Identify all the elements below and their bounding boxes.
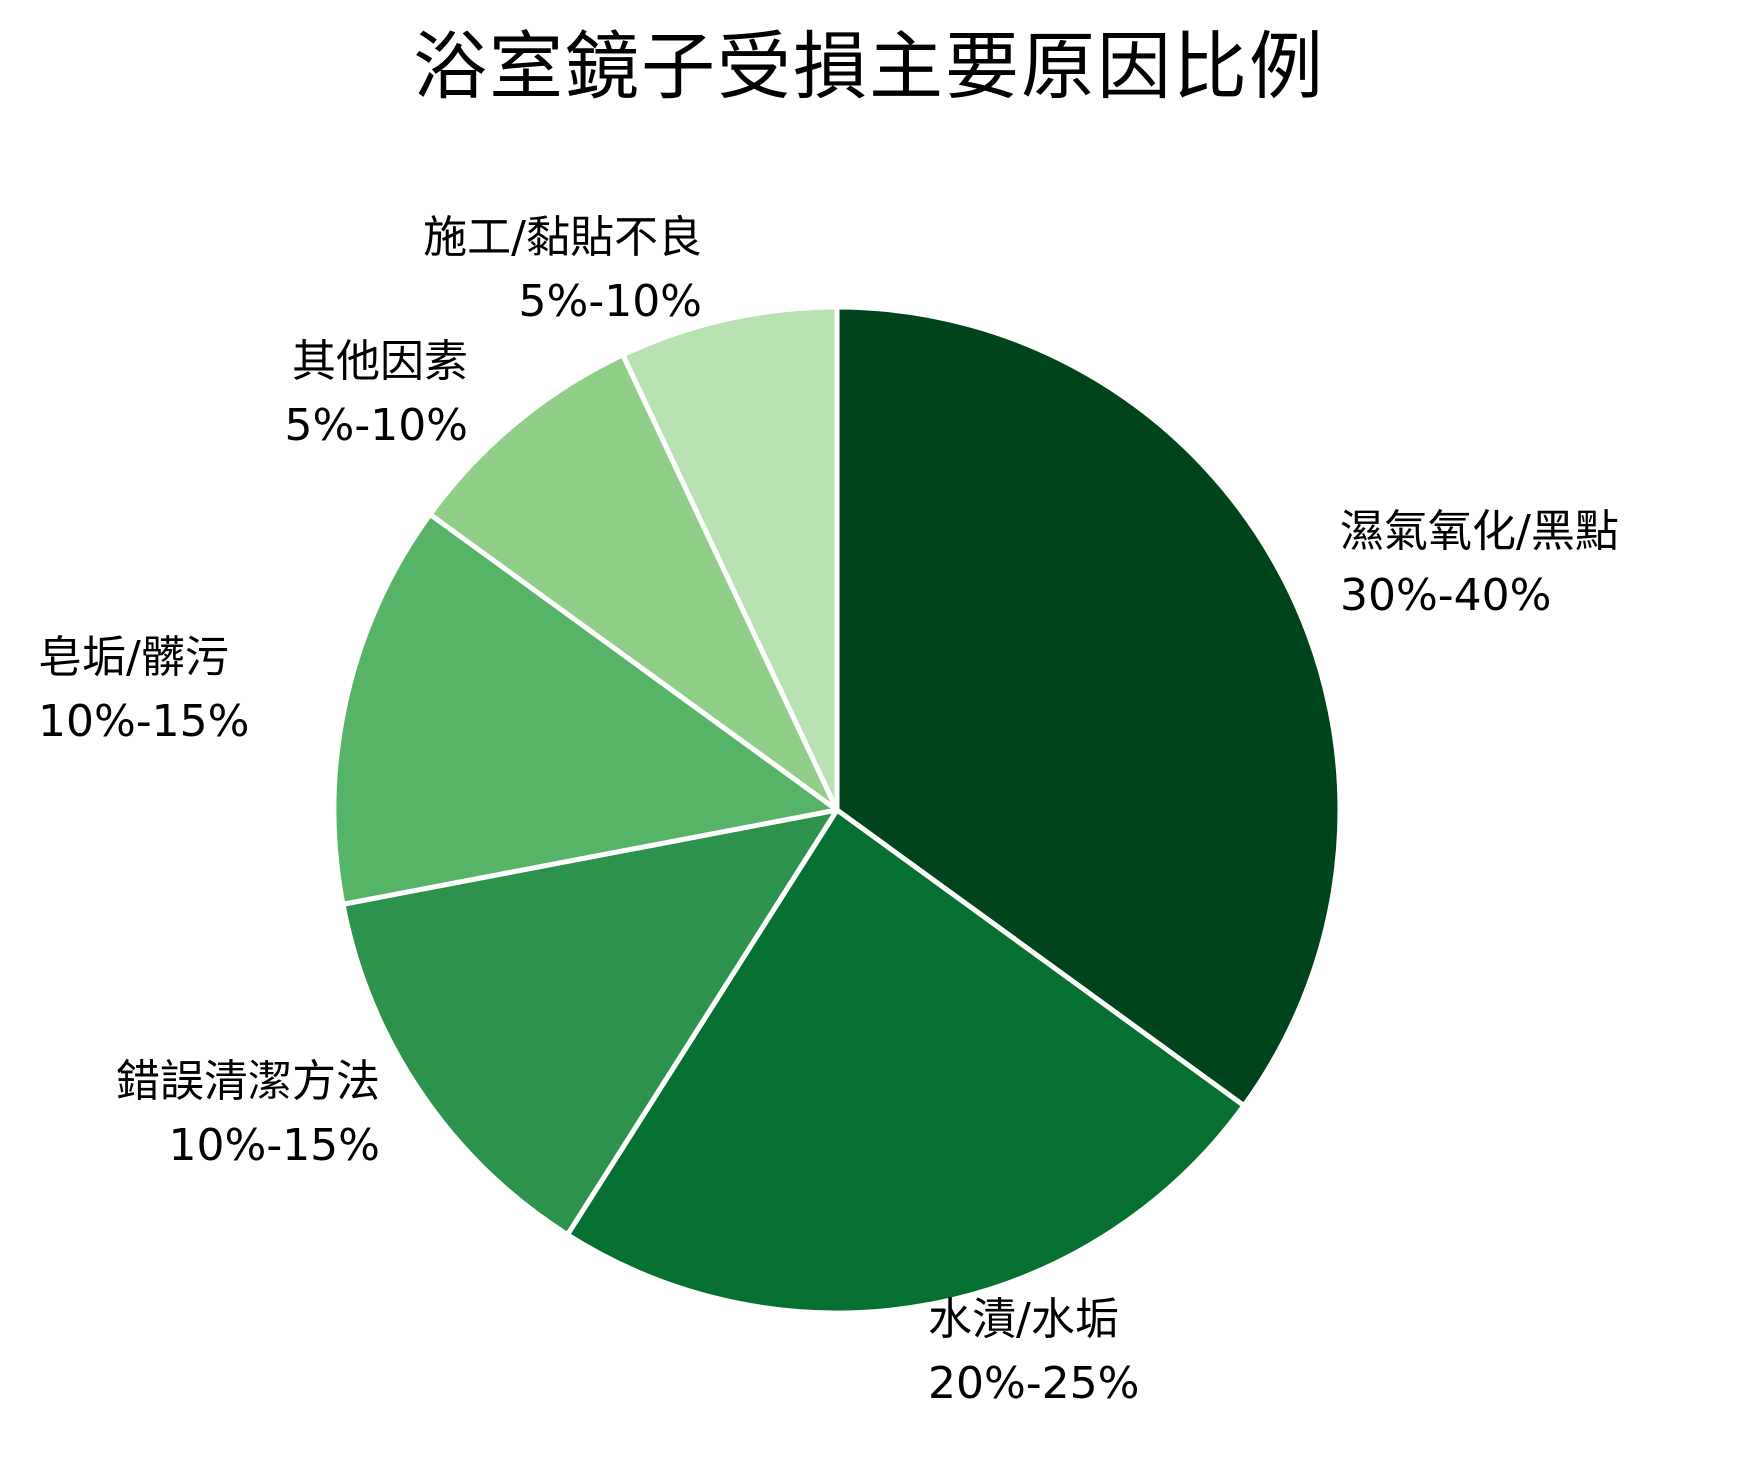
slice-label-name: 錯誤清潔方法 bbox=[116, 1056, 380, 1107]
slice-label-range: 30%-40% bbox=[1340, 570, 1552, 621]
pie-slice bbox=[620, 304, 840, 813]
pie-slice bbox=[340, 807, 840, 1238]
slice-label-installation: 施工/黏貼不良 5%-10% bbox=[423, 206, 702, 334]
slice-label-range: 10%-15% bbox=[168, 1120, 380, 1171]
chart-title: 浴室鏡子受損主要原因比例 bbox=[413, 24, 1325, 110]
slice-label-name: 其他因素 bbox=[292, 336, 468, 387]
pie-slice bbox=[331, 511, 840, 907]
slice-label-water-stains: 水漬/水垢 20%-25% bbox=[928, 1288, 1139, 1416]
pie-slice bbox=[564, 807, 1247, 1316]
slice-label-soap-scum: 皂垢/髒污 10%-15% bbox=[38, 626, 249, 754]
slice-label-wrong-cleaning: 錯誤清潔方法 10%-15% bbox=[116, 1050, 380, 1178]
slice-label-other-factors: 其他因素 5%-10% bbox=[285, 330, 468, 458]
pie-slice bbox=[834, 304, 1343, 1109]
slice-label-range: 10%-15% bbox=[38, 696, 250, 747]
slice-label-moisture-oxidation: 濕氣氧化/黑點 30%-40% bbox=[1340, 500, 1619, 628]
slice-label-range: 20%-25% bbox=[928, 1358, 1140, 1409]
slice-label-range: 5%-10% bbox=[518, 276, 702, 327]
pie-slice bbox=[427, 352, 840, 813]
slice-label-name: 皂垢/髒污 bbox=[38, 632, 229, 683]
slice-label-name: 施工/黏貼不良 bbox=[423, 212, 702, 263]
slice-label-range: 5%-10% bbox=[284, 400, 468, 451]
slice-label-name: 水漬/水垢 bbox=[928, 1294, 1119, 1345]
slice-label-name: 濕氣氧化/黑點 bbox=[1340, 506, 1619, 557]
